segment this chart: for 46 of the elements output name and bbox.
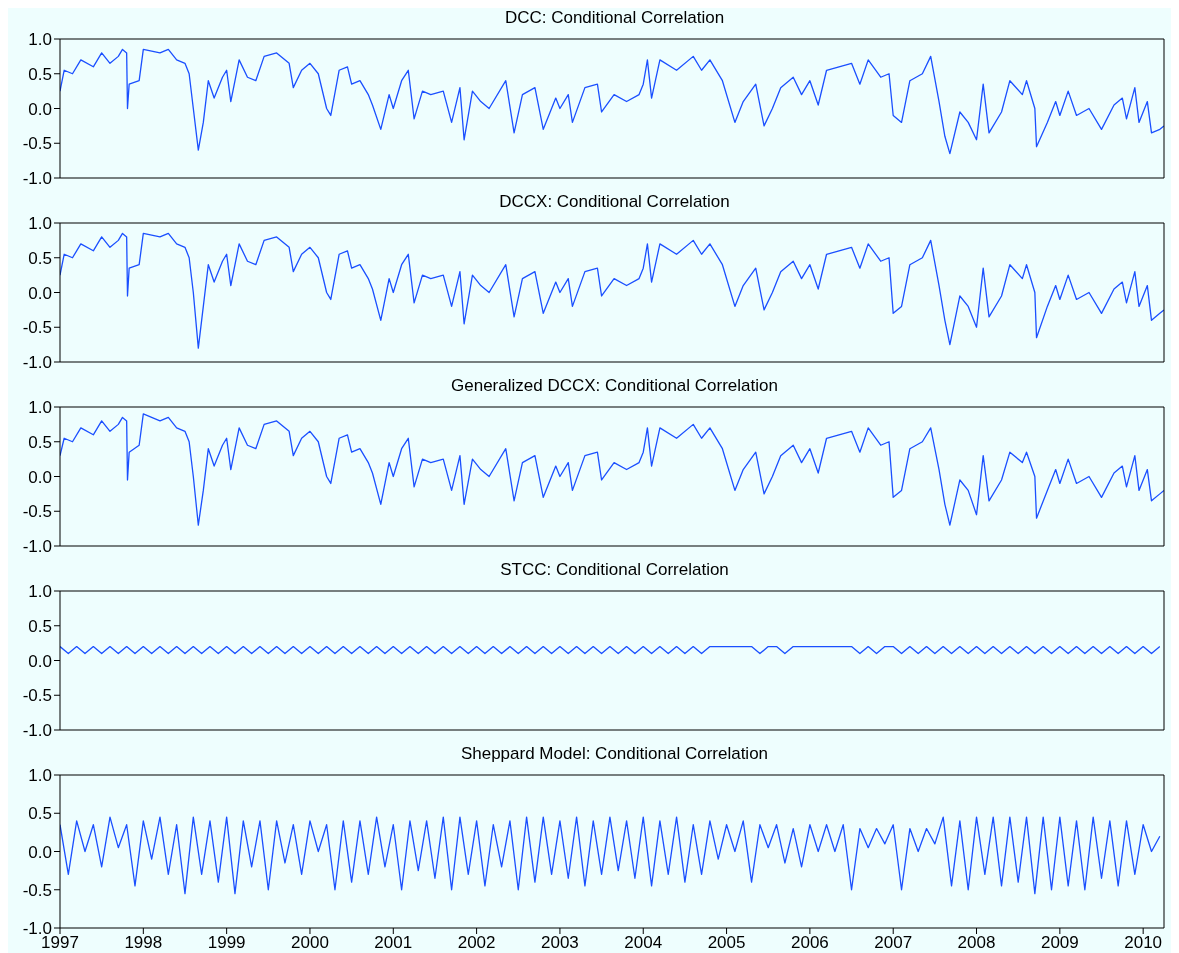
- y-tick-label: -0.5: [22, 686, 52, 706]
- chart-title: DCCX: Conditional Correlation: [498, 192, 731, 213]
- y-tick-label: -1.0: [22, 353, 52, 373]
- line-series: [60, 232, 1164, 349]
- x-tick-label: 2000: [291, 933, 329, 953]
- line-series: [60, 48, 1164, 155]
- x-tick-label: 2001: [374, 933, 413, 953]
- x-tick-label: 1999: [207, 933, 246, 953]
- y-tick-label: 0.5: [28, 432, 52, 452]
- x-tick-label: 2009: [1040, 933, 1079, 953]
- y-tick-label: -0.5: [22, 880, 52, 900]
- y-tick-label: 1.0: [28, 214, 52, 234]
- y-tick-label: 0.0: [28, 842, 52, 862]
- y-tick-label: 0.5: [28, 248, 52, 268]
- y-tick-label: 0.5: [28, 64, 52, 84]
- y-tick-label: 0.0: [28, 467, 52, 487]
- y-tick-label: 1.0: [28, 582, 52, 602]
- chart-title: Generalized DCCX: Conditional Correlation: [450, 376, 779, 397]
- y-tick-label: 0.5: [28, 804, 52, 824]
- y-tick-label: -1.0: [22, 537, 52, 557]
- x-tick-label: 2003: [541, 933, 579, 953]
- x-tick-label: 2007: [874, 933, 913, 953]
- y-tick-label: -0.5: [22, 134, 52, 154]
- chart-title: DCC: Conditional Correlation: [503, 8, 726, 29]
- x-tick-label: 1998: [124, 933, 163, 953]
- y-tick-label: 0.0: [28, 283, 52, 303]
- y-tick-label: 1.0: [28, 398, 52, 418]
- x-tick-label: 2006: [790, 933, 829, 953]
- chart-title: Sheppard Model: Conditional Correlation: [459, 744, 770, 765]
- y-tick-label: -0.5: [22, 502, 52, 522]
- chart-title: STCC: Conditional Correlation: [499, 560, 730, 581]
- line-series: [60, 816, 1161, 895]
- y-tick-label: 0.0: [28, 99, 52, 119]
- y-tick-label: -1.0: [22, 169, 52, 189]
- y-tick-label: 1.0: [28, 766, 52, 786]
- x-tick-label: 2010: [1124, 933, 1163, 953]
- x-tick-label: 2004: [624, 933, 663, 953]
- line-series: [60, 413, 1164, 526]
- y-tick-label: -1.0: [22, 721, 52, 741]
- y-tick-label: 1.0: [28, 30, 52, 50]
- x-tick-label: 2008: [957, 933, 996, 953]
- x-tick-label: 2002: [457, 933, 496, 953]
- y-tick-label: -0.5: [22, 318, 52, 338]
- y-tick-label: 0.0: [28, 651, 52, 671]
- y-tick-label: 0.5: [28, 616, 52, 636]
- x-tick-label: 2005: [707, 933, 746, 953]
